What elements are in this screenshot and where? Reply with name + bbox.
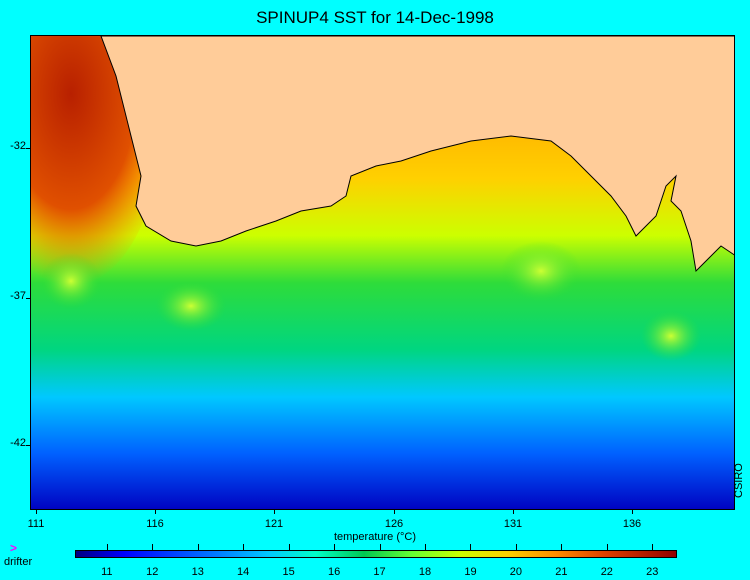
colorbar-tick-mark <box>379 544 381 550</box>
map-title: SPINUP4 SST for 14-Dec-1998 <box>256 8 494 27</box>
longitude-tick-mark <box>394 509 395 514</box>
latitude-tick-mark <box>26 445 31 446</box>
drifter-legend-label: drifter <box>4 556 33 568</box>
latitude-label: -32 <box>10 140 26 152</box>
colorbar-tick-mark <box>334 544 336 550</box>
colorbar-tick-mark <box>515 544 517 550</box>
longitude-label: 116 <box>146 518 164 530</box>
colorbar-tick-mark <box>606 544 608 550</box>
colorbar-tick-mark <box>106 544 108 550</box>
longitude-tick-mark <box>36 509 37 514</box>
colorbar-tick-mark <box>652 544 654 550</box>
colorbar-tick-label: 21 <box>555 566 568 578</box>
colorbar-tick-label: 11 <box>101 566 113 578</box>
colorbar-tick-mark <box>152 544 154 550</box>
latitude-tick-mark <box>26 298 31 299</box>
eddy-feature <box>501 241 581 301</box>
longitude-label: 111 <box>27 518 45 530</box>
longitude-tick-mark <box>632 509 633 514</box>
eddy-feature <box>641 311 701 361</box>
colorbar-tick-label: 13 <box>191 566 204 578</box>
latitude-label: -42 <box>10 437 26 449</box>
longitude-label: 131 <box>503 518 523 530</box>
colorbar-tick-mark <box>561 544 563 550</box>
colorbar-tick-label: 19 <box>464 566 477 578</box>
latitude-label: -37 <box>10 290 26 302</box>
colorbar-tick-label: 12 <box>146 566 159 578</box>
longitude-tick-mark <box>155 509 156 514</box>
credit-label: CSIRO <box>733 463 745 498</box>
longitude-label: 136 <box>622 518 642 530</box>
longitude-label: 126 <box>384 518 404 530</box>
colorbar <box>75 550 677 558</box>
colorbar-tick-label: 22 <box>600 566 613 578</box>
colorbar-tick-label: 18 <box>418 566 432 578</box>
coastline-landmass <box>100 36 734 273</box>
eddy-feature <box>156 281 226 331</box>
colorbar-tick-label: 14 <box>237 566 250 578</box>
colorbar-tick-label: 20 <box>509 566 523 578</box>
colorbar-tick-mark <box>425 544 426 550</box>
longitude-label: 121 <box>264 518 284 530</box>
colorbar-tick-label: 17 <box>373 566 386 578</box>
colorbar-tick-label: 15 <box>282 566 295 578</box>
sst-map <box>30 35 735 510</box>
colorbar-tick-mark <box>197 544 199 550</box>
colorbar-title: temperature (°C) <box>333 531 417 543</box>
colorbar-tick-label: 16 <box>327 566 341 578</box>
colorbar-tick-mark <box>288 544 290 550</box>
colorbar-tick-label: 23 <box>646 566 659 578</box>
longitude-tick-mark <box>513 509 514 514</box>
latitude-tick-mark <box>26 148 31 149</box>
longitude-tick-mark <box>274 509 275 514</box>
chevron-right-icon: > <box>10 541 18 555</box>
eddy-feature <box>41 253 101 309</box>
colorbar-tick-mark <box>243 544 245 550</box>
colorbar-tick-mark <box>470 544 472 550</box>
